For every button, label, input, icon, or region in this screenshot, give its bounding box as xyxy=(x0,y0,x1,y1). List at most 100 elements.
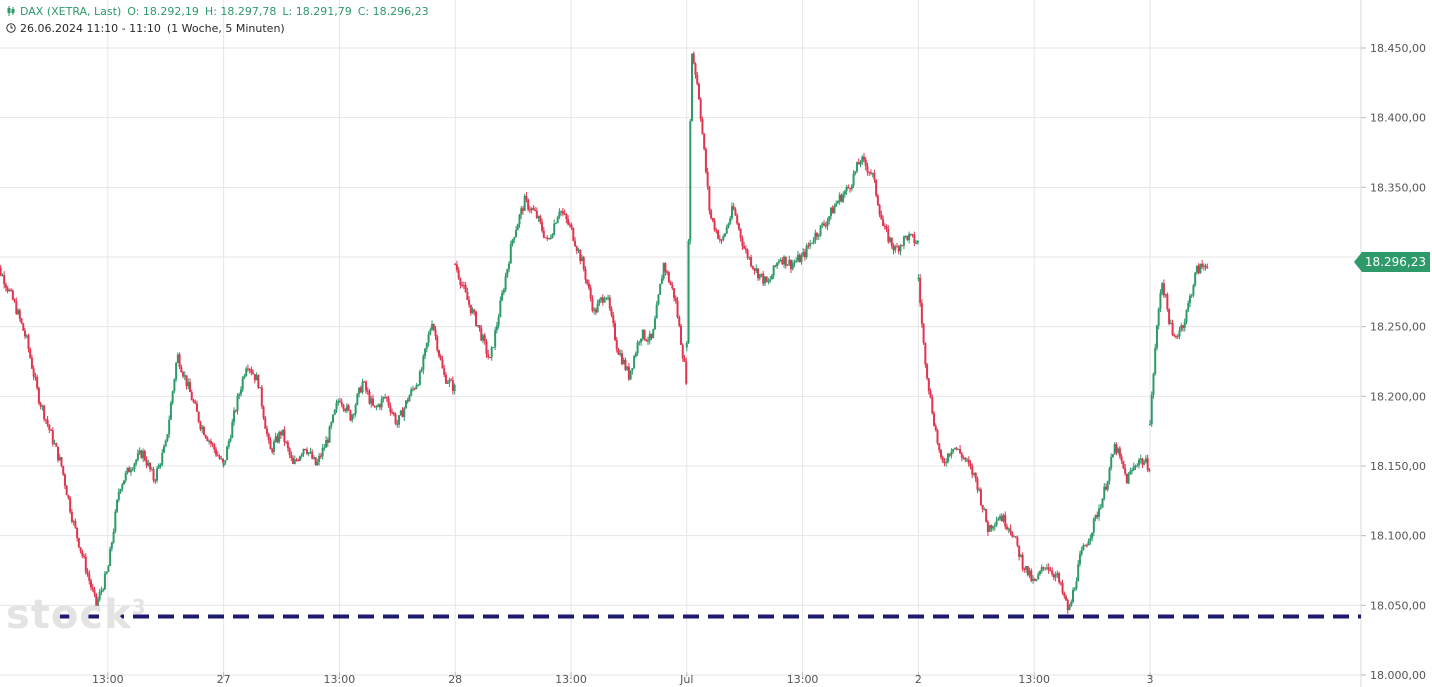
candle-body xyxy=(218,455,221,459)
candle-body xyxy=(892,245,895,251)
candle-body xyxy=(1073,588,1076,591)
candle-body xyxy=(384,396,387,398)
candle-body xyxy=(767,281,770,283)
candle-body xyxy=(361,381,364,393)
candle-body xyxy=(584,269,587,280)
candle-body xyxy=(708,186,711,211)
candle-body xyxy=(819,225,822,236)
candle-body xyxy=(241,377,244,390)
candle-body xyxy=(1019,554,1022,557)
candle-body xyxy=(1061,582,1064,593)
candle-body xyxy=(626,366,629,370)
candle-body xyxy=(399,410,402,416)
instrument-name: DAX (XETRA, Last) xyxy=(20,5,122,18)
candle-body xyxy=(65,485,68,496)
high-value: H: 18.297,78 xyxy=(204,5,277,18)
candle-body xyxy=(1202,265,1205,267)
candle-body xyxy=(826,220,829,227)
candle-body xyxy=(36,377,39,389)
candle-body xyxy=(209,440,212,444)
candle-body xyxy=(1195,265,1198,273)
candle-body xyxy=(342,404,345,410)
candle-body xyxy=(586,279,589,284)
candle-body xyxy=(1141,458,1144,465)
candle-body xyxy=(706,171,709,187)
candle-body xyxy=(582,257,585,270)
candle-body xyxy=(516,224,519,231)
candle-body xyxy=(352,414,355,416)
candle-body xyxy=(480,327,483,341)
y-tick-label: 18.450,00 xyxy=(1370,42,1426,55)
candle-body xyxy=(1040,567,1043,572)
candle-body xyxy=(437,350,440,356)
candle-body xyxy=(1011,531,1014,537)
candle-body xyxy=(976,478,979,490)
candle-body xyxy=(823,223,826,226)
candle-body xyxy=(617,349,620,355)
last-price-tag: 18.296,23 xyxy=(1354,252,1430,273)
candle-body xyxy=(461,285,464,287)
candle-body xyxy=(478,325,481,328)
candle-body xyxy=(933,413,936,426)
candle-body xyxy=(999,516,1002,519)
candle-body xyxy=(483,335,486,342)
candle-body xyxy=(572,227,575,241)
candle-body xyxy=(1166,294,1169,310)
candle-body xyxy=(337,400,340,403)
candle-body xyxy=(321,447,324,457)
candle-body xyxy=(717,230,720,239)
candle-body xyxy=(1078,554,1081,565)
candle-body xyxy=(849,188,852,190)
candle-body xyxy=(278,432,281,443)
candle-body xyxy=(371,398,374,406)
candle-body xyxy=(1168,309,1171,324)
candle-body xyxy=(1188,295,1191,304)
candle-body xyxy=(222,463,225,466)
candle-body xyxy=(424,348,427,357)
candle-body xyxy=(549,237,552,239)
clock-icon xyxy=(6,23,16,33)
candle-body xyxy=(829,207,832,217)
candle-body xyxy=(6,287,9,292)
candle-body xyxy=(164,440,167,447)
candle-body xyxy=(720,239,723,241)
candle-body xyxy=(887,228,890,242)
candle-body xyxy=(112,531,115,543)
candle-body xyxy=(229,437,232,441)
candle-body xyxy=(10,289,13,291)
candle-body xyxy=(809,243,812,247)
candle-body xyxy=(739,228,742,238)
candle-body xyxy=(129,470,132,473)
candle-body xyxy=(502,290,505,293)
candle-body xyxy=(182,372,185,377)
candle-body xyxy=(257,375,260,388)
candle-body xyxy=(302,448,305,455)
candle-body xyxy=(495,325,498,331)
candle-body xyxy=(159,464,162,466)
candle-body xyxy=(378,404,381,408)
x-tick-label: 13:00 xyxy=(555,673,587,686)
candle-body xyxy=(459,278,462,286)
candle-body xyxy=(22,323,25,331)
candle-body xyxy=(417,384,420,386)
candle-body xyxy=(724,233,727,237)
candle-body xyxy=(788,259,791,265)
candle-body xyxy=(871,173,874,175)
candle-body xyxy=(1028,570,1031,576)
candle-body xyxy=(1096,514,1099,517)
candle-body xyxy=(1115,444,1118,453)
candle-body xyxy=(1047,567,1050,571)
candle-body xyxy=(292,457,295,464)
candle-body xyxy=(455,264,458,271)
candle-body xyxy=(1113,444,1116,455)
candle-body xyxy=(640,338,643,343)
open-value: O: 18.292,19 xyxy=(127,5,199,18)
candle-body xyxy=(117,492,120,500)
candle-body xyxy=(231,421,234,438)
candle-body xyxy=(629,370,632,380)
candle-body xyxy=(854,171,857,174)
close-value: C: 18.296,23 xyxy=(357,5,429,18)
candle-body xyxy=(100,590,103,593)
candle-body xyxy=(206,437,209,442)
